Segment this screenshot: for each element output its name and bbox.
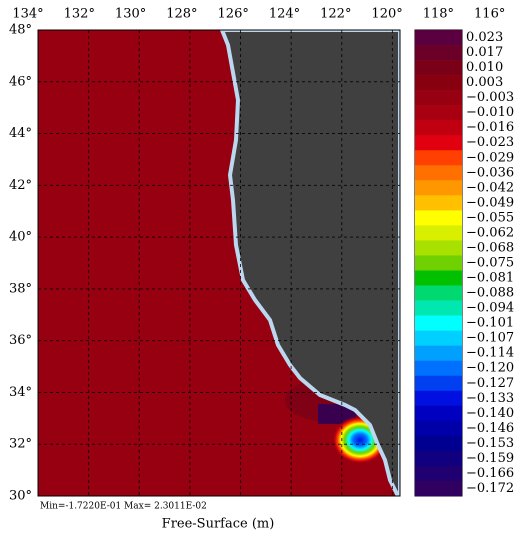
colorbar-cell bbox=[415, 135, 462, 151]
colorbar-label: −0.153 bbox=[466, 436, 514, 451]
colorbar-label: 0.017 bbox=[466, 45, 503, 60]
x-tick-label: 132° bbox=[64, 7, 95, 22]
x-tick-label: 122° bbox=[320, 7, 351, 22]
colorbar-cell bbox=[415, 225, 462, 241]
colorbar-cell bbox=[415, 480, 462, 497]
colorbar-cell bbox=[415, 300, 462, 316]
colorbar-label: −0.068 bbox=[466, 240, 514, 255]
land bbox=[219, 30, 400, 496]
y-tick-label: 40° bbox=[9, 230, 32, 245]
colorbar-label: −0.049 bbox=[466, 195, 514, 210]
colorbar-cell bbox=[415, 90, 462, 106]
annotation: Min=-1.7220E-01 Max= 2.3011E-02 bbox=[40, 502, 207, 512]
y-tick-label: 36° bbox=[9, 333, 32, 348]
y-tick-label: 34° bbox=[9, 385, 32, 400]
colorbar-label: −0.042 bbox=[466, 180, 514, 195]
colorbar-label: −0.166 bbox=[466, 466, 514, 481]
colorbar-label: −0.133 bbox=[466, 391, 514, 406]
colorbar-cell bbox=[415, 240, 462, 256]
colorbar-label: −0.120 bbox=[466, 361, 514, 376]
colorbar-label: −0.003 bbox=[466, 90, 514, 105]
colorbar-label: −0.023 bbox=[466, 135, 514, 150]
y-tick-label: 42° bbox=[9, 178, 32, 193]
colorbar-cell bbox=[415, 105, 462, 121]
map-area bbox=[38, 30, 400, 496]
colorbar-label: −0.094 bbox=[466, 301, 514, 316]
colorbar-cell bbox=[415, 390, 462, 407]
y-tick-label: 46° bbox=[9, 74, 32, 89]
colorbar-label: −0.159 bbox=[466, 451, 514, 466]
colorbar-cell bbox=[415, 465, 462, 482]
colorbar-cell bbox=[415, 330, 462, 346]
colorbar-cell bbox=[415, 210, 462, 226]
colorbar-cell bbox=[415, 450, 462, 467]
colorbar-label: −0.146 bbox=[466, 421, 514, 436]
colorbar-label: −0.016 bbox=[466, 120, 514, 135]
x-tick-label: 118° bbox=[423, 7, 454, 22]
colorbar-label: −0.114 bbox=[466, 346, 514, 361]
colorbar-cell bbox=[415, 45, 462, 61]
colorbar-cell bbox=[415, 270, 462, 286]
x-axis-title: Free-Surface (m) bbox=[162, 517, 275, 532]
colorbar-cell bbox=[415, 180, 462, 196]
plot-frame bbox=[37, 29, 401, 497]
colorbar-label: −0.107 bbox=[466, 331, 514, 346]
y-tick-label: 48° bbox=[9, 23, 32, 38]
y-tick-label: 30° bbox=[9, 489, 32, 504]
colorbar-label: 0.023 bbox=[466, 30, 503, 45]
x-tick-label: 116° bbox=[474, 7, 505, 22]
colorbar-cell bbox=[415, 30, 462, 46]
colorbar-label: −0.055 bbox=[466, 210, 514, 225]
colorbar-label: −0.010 bbox=[466, 105, 514, 120]
colorbar-label: 0.003 bbox=[466, 75, 503, 90]
colorbar-label: −0.140 bbox=[466, 406, 514, 421]
colorbar-cell bbox=[415, 255, 462, 271]
colorbar-cell bbox=[415, 315, 462, 331]
colorbar-label: −0.081 bbox=[466, 271, 514, 286]
colorbar-label: −0.062 bbox=[466, 225, 514, 240]
x-tick-label: 130° bbox=[115, 7, 146, 22]
x-tick-label: 134° bbox=[12, 7, 43, 22]
colorbar-cell bbox=[415, 150, 462, 166]
colorbar-label: −0.029 bbox=[466, 150, 514, 165]
colorbar-cell bbox=[415, 285, 462, 301]
colorbar-cell bbox=[415, 435, 462, 452]
colorbar-cell bbox=[415, 195, 462, 211]
y-tick-label: 44° bbox=[9, 126, 32, 141]
colorbar-cell bbox=[415, 375, 462, 392]
colorbar-label: −0.088 bbox=[466, 286, 514, 301]
colorbar-label: −0.036 bbox=[466, 165, 514, 180]
colorbar-cell bbox=[415, 405, 462, 422]
colorbar-cell bbox=[415, 120, 462, 136]
y-tick-label: 32° bbox=[9, 437, 32, 452]
x-tick-label: 124° bbox=[269, 7, 300, 22]
x-tick-label: 120° bbox=[371, 7, 402, 22]
colorbar-label: 0.010 bbox=[466, 60, 503, 75]
colorbar-cell bbox=[415, 420, 462, 437]
x-tick-label: 128° bbox=[166, 7, 197, 22]
colorbar-cell bbox=[415, 60, 462, 76]
colorbar-label: −0.075 bbox=[466, 256, 514, 271]
y-tick-label: 38° bbox=[9, 281, 32, 296]
colorbar-cell bbox=[415, 360, 462, 377]
colorbar-cell bbox=[415, 75, 462, 91]
colorbar-label: −0.172 bbox=[466, 481, 514, 496]
x-tick-label: 126° bbox=[218, 7, 249, 22]
colorbar-cell bbox=[415, 345, 462, 362]
colorbar-label: −0.101 bbox=[466, 316, 514, 331]
colorbar-label: −0.127 bbox=[466, 376, 514, 391]
colorbar-cell bbox=[415, 165, 462, 181]
